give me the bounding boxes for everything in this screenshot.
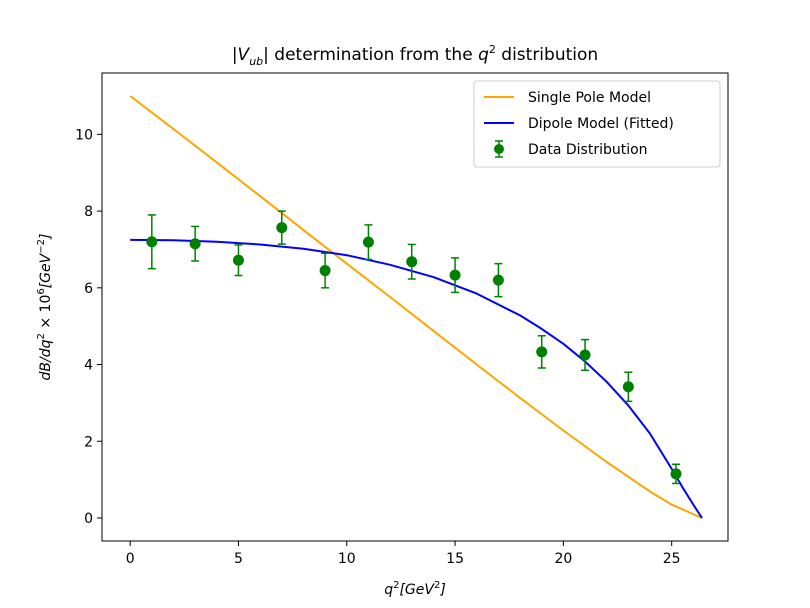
y-tick-label: 4 [84,358,93,374]
data-point [406,243,418,280]
data-marker [536,346,548,358]
data-point [232,244,244,277]
data-point [189,225,201,262]
legend-label-data: Data Distribution [528,142,648,158]
chart-title: |Vub| determination from the q2 distribu… [232,43,598,68]
data-point [362,224,374,261]
data-marker [362,236,374,248]
data-marker [579,349,591,361]
x-tick-label: 0 [126,551,135,567]
data-marker [319,265,331,277]
x-tick-label: 10 [338,551,356,567]
legend: Single Pole Model Dipole Model (Fitted) … [473,80,721,168]
x-tick-label: 25 [663,551,681,567]
data-point [536,335,548,369]
x-tick-label: 20 [554,551,572,567]
data-marker [449,269,461,281]
data-point [670,463,682,485]
data-point [146,214,158,270]
data-marker [189,238,201,250]
y-tick-label: 8 [84,204,93,220]
x-axis-ticks: 0 5 10 15 20 25 [126,541,681,567]
y-tick-label: 0 [84,511,93,527]
axes-frame [101,72,729,542]
data-marker [146,236,158,248]
legend-label-dipole: Dipole Model (Fitted) [528,116,674,132]
y-tick-label: 10 [75,127,93,143]
data-point [492,262,504,298]
series-line-dipole-model-fitted [130,238,703,519]
legend-swatch-data [494,140,504,158]
data-marker [492,274,504,286]
data-marker [670,468,682,480]
y-tick-label: 2 [84,434,93,450]
legend-box [473,80,721,168]
data-marker [406,256,418,268]
data-point [276,210,288,245]
data-point [622,371,634,403]
data-marker [232,254,244,266]
series-line-single-pole-model [129,95,703,519]
data-point [319,252,331,289]
y-axis-label: dB/dq2 × 106[GeV−2] [36,234,54,381]
x-tick-label: 5 [234,551,243,567]
data-point [449,257,461,294]
plot-area [129,95,703,519]
y-tick-label: 6 [84,281,93,297]
y-axis-ticks: 0 2 4 6 8 10 [75,127,102,527]
x-tick-label: 15 [446,551,464,567]
data-marker [622,381,634,393]
data-point [579,338,591,372]
legend-label-single-pole: Single Pole Model [528,90,651,106]
x-axis-label: q2[GeV2] [384,580,446,598]
data-marker [276,222,288,234]
